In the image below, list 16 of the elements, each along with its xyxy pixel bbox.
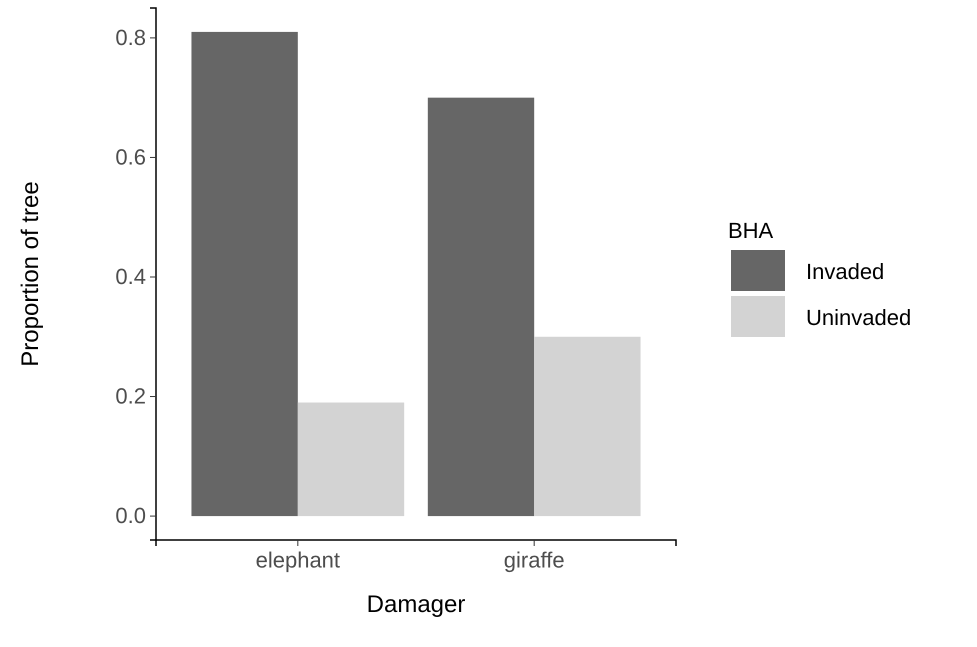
bar: [298, 402, 404, 516]
y-tick-label: 0.6: [115, 144, 146, 170]
x-tick-label: giraffe: [504, 548, 565, 573]
x-axis-title: Damager: [366, 591, 466, 618]
legend-label: Uninvaded: [806, 305, 912, 330]
x-tick-label: elephant: [256, 548, 340, 573]
bar: [428, 98, 534, 516]
legend-label: Invaded: [806, 259, 884, 284]
bar: [534, 336, 641, 516]
y-axis-title: Proportion of tree: [17, 181, 44, 367]
y-tick-label: 0.4: [115, 264, 146, 290]
legend-title: BHA: [728, 218, 774, 243]
bar: [191, 32, 298, 516]
y-tick-label: 0.2: [115, 384, 146, 409]
y-tick-label: 0.8: [115, 24, 146, 50]
y-tick-label: 0.0: [115, 503, 146, 528]
